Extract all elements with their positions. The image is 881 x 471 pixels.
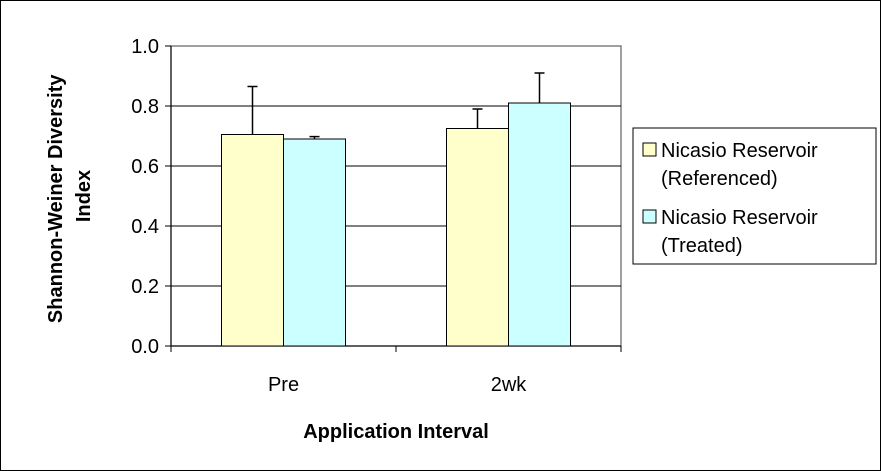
legend-label-treated: Nicasio Reservoir (Treated) bbox=[661, 207, 823, 257]
svg-text:Shannon-Weiner Diversity: Shannon-Weiner Diversity Index bbox=[45, 69, 95, 323]
y-tick-labels: 0.0 0.2 0.4 0.6 0.8 1.0 bbox=[131, 36, 159, 358]
legend-label-referenced-line-2: (Referenced) bbox=[661, 168, 778, 190]
legend-swatch-treated bbox=[642, 209, 657, 224]
legend-label-referenced: Nicasio Reservoir (Referenced) bbox=[661, 140, 823, 190]
legend-box bbox=[632, 127, 877, 265]
x-tick-label: 2wk bbox=[491, 374, 528, 396]
legend-label-treated-line-1: Nicasio Reservoir bbox=[661, 207, 818, 229]
bar bbox=[446, 128, 509, 347]
x-tick-label: Pre bbox=[268, 374, 299, 396]
y-tick-label: 0.2 bbox=[131, 276, 159, 298]
y-tick-label: 0.4 bbox=[131, 216, 159, 238]
error-bars bbox=[247, 72, 545, 139]
bar bbox=[221, 134, 284, 347]
bars bbox=[221, 102, 571, 347]
x-tick-labels: Pre 2wk bbox=[268, 374, 527, 396]
y-tick-label: 0.0 bbox=[131, 336, 159, 358]
y-axis-title: Shannon-Weiner Diversity Index bbox=[45, 69, 95, 323]
legend-label-referenced-line-1: Nicasio Reservoir bbox=[661, 140, 818, 162]
axes bbox=[165, 45, 622, 352]
x-axis-title: Application Interval bbox=[303, 421, 489, 443]
bar bbox=[283, 138, 346, 347]
y-tick-label: 0.8 bbox=[131, 96, 159, 118]
y-axis-title-line-1: Shannon-Weiner Diversity bbox=[45, 74, 67, 323]
y-tick-label: 0.6 bbox=[131, 156, 159, 178]
y-axis-title-line-2: Index bbox=[73, 170, 95, 222]
bar bbox=[508, 102, 571, 347]
y-tick-label: 1.0 bbox=[131, 36, 159, 58]
legend: Nicasio Reservoir (Referenced) Nicasio R… bbox=[632, 127, 877, 265]
legend-label-treated-line-2: (Treated) bbox=[661, 235, 743, 257]
legend-swatch-referenced bbox=[642, 142, 657, 157]
